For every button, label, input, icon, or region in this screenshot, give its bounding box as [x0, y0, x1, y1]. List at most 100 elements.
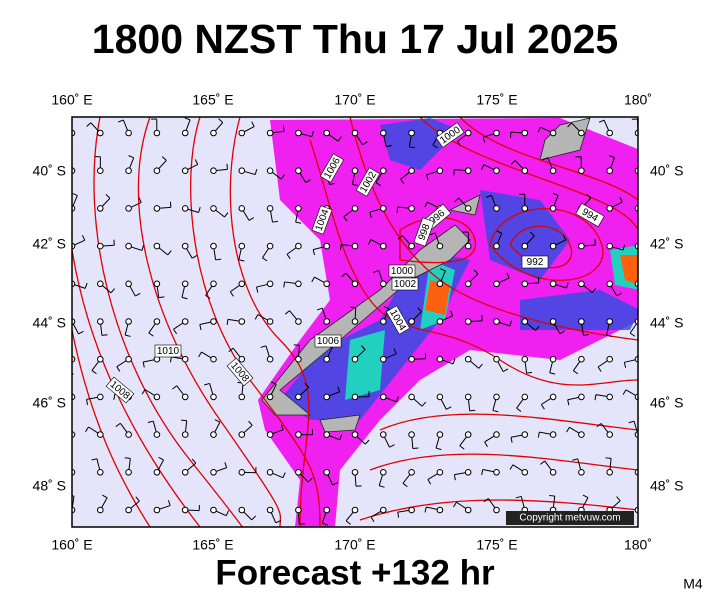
station [579, 281, 585, 287]
wind-barb-flag [102, 335, 108, 336]
station [579, 470, 585, 476]
isobar-label: 992 [522, 256, 548, 268]
station [296, 356, 302, 362]
wind-barb-flag [283, 126, 284, 132]
station [381, 243, 387, 249]
lat-label-left: 40˚ S [33, 163, 66, 179]
station [494, 281, 500, 287]
station [522, 356, 528, 362]
station [98, 206, 104, 212]
station [579, 243, 585, 249]
station [465, 130, 471, 136]
station [126, 243, 132, 249]
station [239, 356, 245, 362]
wind-barb-flag [527, 372, 533, 373]
station [579, 432, 585, 438]
station [98, 432, 104, 438]
station [550, 243, 556, 249]
lon-label-top: 175˚ E [476, 92, 517, 108]
station [352, 319, 358, 325]
lon-label-top: 160˚ E [51, 92, 92, 108]
station [550, 470, 556, 476]
station [211, 319, 217, 325]
station [607, 243, 613, 249]
station [352, 281, 358, 287]
station [296, 243, 302, 249]
station [409, 356, 415, 362]
station [182, 243, 188, 249]
station [98, 168, 104, 174]
station [267, 432, 273, 438]
station [607, 394, 613, 400]
station [494, 130, 500, 136]
station [579, 319, 585, 325]
station [352, 470, 358, 476]
wind-barb-flag [62, 158, 67, 160]
station [182, 168, 188, 174]
isobar-label-text: 1010 [157, 346, 180, 357]
station [182, 356, 188, 362]
lat-label-right: 44˚ S [650, 315, 683, 331]
station [381, 356, 387, 362]
station [98, 243, 104, 249]
station [239, 168, 245, 174]
station [352, 507, 358, 513]
station [494, 319, 500, 325]
station [437, 432, 443, 438]
wind-barb-flag [639, 457, 644, 460]
station [550, 394, 556, 400]
station [352, 243, 358, 249]
station [381, 319, 387, 325]
station [211, 432, 217, 438]
station [182, 470, 188, 476]
station [126, 206, 132, 212]
station [296, 206, 302, 212]
station [522, 432, 528, 438]
station [324, 319, 330, 325]
station [465, 432, 471, 438]
station [267, 470, 273, 476]
station [324, 243, 330, 249]
wind-barb [638, 460, 644, 472]
station [607, 206, 613, 212]
station [324, 356, 330, 362]
station [409, 130, 415, 136]
station [579, 394, 585, 400]
title: 1800 NZST Thu 17 Jul 2025 [92, 16, 618, 62]
station [324, 130, 330, 136]
station [267, 394, 273, 400]
lon-label-bottom: 175˚ E [476, 537, 517, 553]
station [267, 281, 273, 287]
station [607, 130, 613, 136]
station [550, 130, 556, 136]
station [409, 432, 415, 438]
station [409, 394, 415, 400]
station [607, 432, 613, 438]
station [324, 507, 330, 513]
station [579, 356, 585, 362]
lon-label-bottom: 180˚ [624, 537, 652, 553]
station [465, 319, 471, 325]
isobar-label: 1002 [392, 278, 418, 290]
station [296, 470, 302, 476]
wind-barb-flag [181, 420, 187, 421]
station [296, 168, 302, 174]
station [352, 432, 358, 438]
station [296, 130, 302, 136]
station [494, 356, 500, 362]
wind-barb [64, 461, 72, 472]
station [296, 319, 302, 325]
station [239, 281, 245, 287]
station [296, 281, 302, 287]
station [211, 394, 217, 400]
station [607, 356, 613, 362]
wind-barb-flag [640, 297, 646, 298]
station [239, 206, 245, 212]
station [239, 432, 245, 438]
wind-barb [638, 246, 649, 255]
station [409, 243, 415, 249]
wind-barb [59, 127, 72, 133]
lat-label-left: 46˚ S [33, 395, 66, 411]
station [550, 206, 556, 212]
station [437, 243, 443, 249]
